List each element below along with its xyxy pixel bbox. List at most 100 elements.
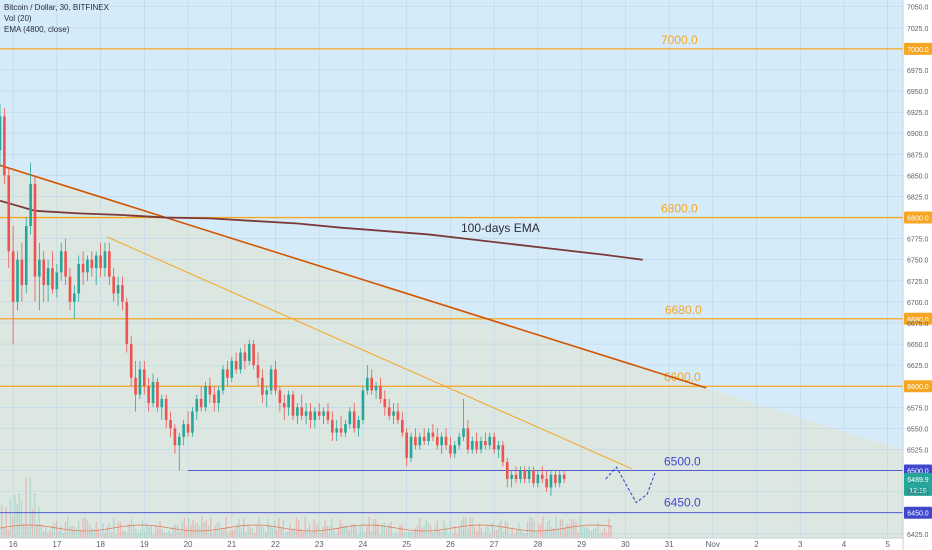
candle-body bbox=[7, 175, 11, 252]
volume-bar bbox=[544, 529, 546, 538]
volume-bar bbox=[130, 518, 133, 538]
volume-bar bbox=[588, 529, 590, 538]
candle-body bbox=[317, 411, 321, 416]
candle-body bbox=[16, 259, 19, 302]
volume-bar bbox=[590, 531, 592, 538]
volume-bar bbox=[60, 525, 62, 538]
volume-bar bbox=[262, 526, 265, 538]
volume-bar bbox=[254, 532, 256, 538]
level-price-tag bbox=[904, 380, 932, 393]
volume-bar bbox=[487, 524, 489, 538]
candle-body bbox=[186, 424, 190, 433]
volume-bar bbox=[553, 528, 555, 538]
volume-bar bbox=[313, 519, 315, 538]
volume-bar bbox=[610, 526, 612, 538]
volume-bar bbox=[293, 528, 295, 538]
price-tick-label: 6675.0 bbox=[907, 321, 929, 328]
candle-body bbox=[68, 276, 72, 302]
volume-bar bbox=[326, 525, 328, 538]
current-price-tag bbox=[904, 483, 932, 496]
volume-bar bbox=[185, 525, 188, 538]
volume-bar bbox=[166, 532, 168, 538]
level-price-tag-text: 6680.0 bbox=[907, 317, 929, 324]
time-axis-background bbox=[0, 538, 903, 550]
volume-bar bbox=[518, 523, 520, 538]
main-trendline bbox=[0, 164, 707, 389]
ema-legend[interactable]: EMA (4800, close) bbox=[4, 25, 70, 34]
price-tick-label: 6475.0 bbox=[907, 490, 929, 497]
candle-body bbox=[226, 369, 229, 378]
candle-body bbox=[501, 445, 505, 463]
volume-bar bbox=[579, 516, 581, 538]
volume-bar bbox=[592, 529, 595, 538]
candle-body bbox=[562, 474, 566, 479]
volume-legend[interactable]: Vol (20) bbox=[4, 14, 32, 23]
candle-body bbox=[370, 377, 374, 391]
volume-bar bbox=[355, 525, 357, 538]
volume-bar bbox=[546, 521, 548, 538]
ema-label: 100-days EMA bbox=[461, 221, 540, 235]
volume-bar bbox=[56, 520, 58, 538]
time-tick-label: 28 bbox=[533, 540, 542, 549]
candle-body bbox=[191, 411, 194, 433]
candle-body bbox=[427, 432, 430, 442]
volume-bar bbox=[278, 518, 280, 538]
volume-bar bbox=[144, 531, 146, 538]
volume-bar bbox=[482, 532, 485, 538]
candle-body bbox=[488, 436, 492, 446]
candle-body bbox=[86, 259, 89, 273]
volume-bar bbox=[414, 528, 416, 538]
candle-body bbox=[409, 436, 413, 458]
candle-body bbox=[239, 352, 242, 370]
volume-bar bbox=[520, 529, 522, 538]
time-tick-label: 30 bbox=[621, 540, 630, 549]
volume-bar bbox=[392, 533, 394, 538]
volume-bar bbox=[247, 525, 249, 538]
volume-bar bbox=[564, 527, 566, 538]
candle-body bbox=[453, 445, 457, 454]
candle-body bbox=[33, 183, 37, 277]
volume-bar bbox=[342, 524, 344, 538]
candle-body bbox=[545, 478, 548, 488]
volume-bar bbox=[416, 525, 419, 538]
candle-body bbox=[540, 474, 544, 479]
volume-bar bbox=[471, 518, 474, 538]
volume-bar bbox=[586, 527, 588, 538]
candle-body bbox=[269, 369, 273, 391]
volume-bar bbox=[192, 519, 194, 538]
price-tick-label: 6700.0 bbox=[907, 300, 929, 307]
volume-bar bbox=[335, 533, 337, 538]
volume-bar bbox=[161, 529, 163, 538]
candle-body bbox=[532, 470, 535, 484]
time-tick-label: 19 bbox=[140, 540, 149, 549]
volume-bar bbox=[476, 530, 478, 538]
volume-bar bbox=[581, 525, 584, 538]
volume-bar bbox=[104, 532, 106, 538]
volume-bar bbox=[38, 507, 40, 538]
volume-bar bbox=[51, 525, 53, 538]
volume-bar bbox=[346, 525, 348, 538]
time-tick-label: 26 bbox=[446, 540, 455, 549]
volume-bar bbox=[364, 532, 366, 538]
volume-bar bbox=[531, 518, 533, 538]
volume-bar bbox=[276, 529, 278, 538]
volume-bar bbox=[287, 531, 289, 538]
volume-bar bbox=[199, 526, 201, 538]
volume-bar bbox=[366, 526, 368, 538]
price-tick-label: 6575.0 bbox=[907, 405, 929, 412]
candle-body bbox=[361, 390, 365, 420]
price-tick-label: 6850.0 bbox=[907, 173, 929, 180]
candle-body bbox=[536, 474, 540, 484]
volume-bar bbox=[377, 523, 379, 538]
candle-body bbox=[142, 369, 146, 387]
candle-body bbox=[256, 365, 260, 378]
symbol-legend[interactable]: Bitcoin / Dollar, 30, BITFINEX bbox=[4, 3, 109, 12]
volume-bar bbox=[608, 518, 610, 538]
candle-body bbox=[134, 377, 137, 395]
volume-bar bbox=[78, 520, 80, 538]
volume-bar bbox=[137, 532, 139, 538]
volume-bar bbox=[80, 529, 82, 538]
candle-body bbox=[274, 369, 277, 391]
